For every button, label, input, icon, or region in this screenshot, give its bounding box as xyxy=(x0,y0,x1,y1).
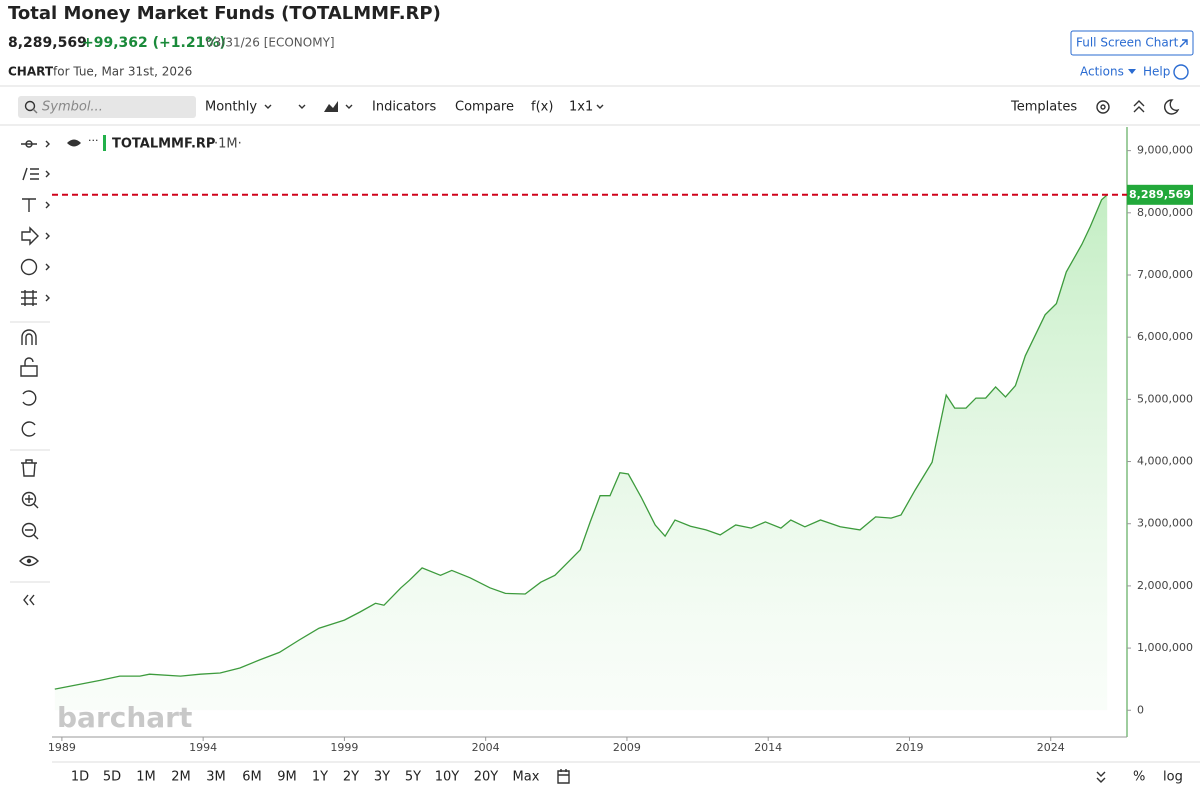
scroll-end[interactable] xyxy=(1096,771,1106,783)
y-tick-label: 3,000,000 xyxy=(1137,517,1193,530)
range-button[interactable]: 3M xyxy=(206,770,226,785)
lock-tool[interactable] xyxy=(20,357,38,377)
y-tick-label: 7,000,000 xyxy=(1137,268,1193,281)
dark-mode-icon[interactable] xyxy=(1164,99,1180,115)
range-button[interactable]: 5D xyxy=(103,770,121,785)
y-tick-label: 0 xyxy=(1137,703,1144,716)
page-title: Total Money Market Funds (TOTALMMF.RP) xyxy=(8,3,441,24)
y-tick-label: 6,000,000 xyxy=(1137,330,1193,343)
range-button[interactable]: 3Y xyxy=(374,770,390,785)
range-buttons: 1D 5D 1M 2M 3M 6M 9M 1Y 2Y 3Y 5Y 10Y 20Y Max xyxy=(71,770,540,785)
text-tool[interactable] xyxy=(22,198,36,212)
last-value: 8,289,569 xyxy=(8,35,87,51)
indicators-button[interactable]: Indicators xyxy=(372,100,436,115)
range-button[interactable]: 20Y xyxy=(474,770,499,785)
visibility-pupil[interactable] xyxy=(26,558,32,564)
x-tick-label: 2019 xyxy=(895,741,923,754)
x-tick-label: 1999 xyxy=(330,741,358,754)
range-button[interactable]: 9M xyxy=(277,770,297,785)
tool-chevrons[interactable] xyxy=(45,140,50,302)
fx-button[interactable]: f(x) xyxy=(531,100,553,115)
range-button[interactable]: 1D xyxy=(71,770,89,785)
x-tick-label: 2014 xyxy=(754,741,782,754)
range-button[interactable]: 1M xyxy=(136,770,156,785)
x-tick-label: 1994 xyxy=(189,741,217,754)
range-button[interactable]: 5Y xyxy=(405,770,421,785)
fib-tool[interactable] xyxy=(22,167,39,181)
y-tick-label: 9,000,000 xyxy=(1137,144,1193,157)
y-tick-label: 1,000,000 xyxy=(1137,641,1193,654)
legend-eye[interactable] xyxy=(67,139,81,147)
symbol-placeholder[interactable]: Symbol... xyxy=(42,100,103,115)
chart-date: for Tue, Mar 31st, 2026 xyxy=(53,65,192,79)
zoom-out-lines[interactable] xyxy=(25,529,39,540)
y-tick-label: 5,000,000 xyxy=(1137,392,1193,405)
full-screen-label[interactable]: Full Screen Chart xyxy=(1076,36,1179,50)
x-tick-label: 1989 xyxy=(48,741,76,754)
area-fill xyxy=(54,194,1108,711)
y-tick-label: 2,000,000 xyxy=(1137,579,1193,592)
range-button[interactable]: Max xyxy=(513,770,540,785)
y-tick-label: 8,000,000 xyxy=(1137,206,1193,219)
watermark: barchart xyxy=(57,701,192,734)
layout-select[interactable]: 1x1 xyxy=(569,100,593,115)
settings-icon[interactable] xyxy=(1096,100,1110,114)
collapse-tools[interactable] xyxy=(23,594,35,606)
log-toggle[interactable]: log xyxy=(1163,770,1183,785)
line-tool[interactable] xyxy=(21,140,37,148)
x-tick-label: 2024 xyxy=(1037,741,1065,754)
x-tick-label: 2004 xyxy=(472,741,500,754)
legend-swatch xyxy=(103,135,106,151)
plot: 0 1,000,000 2,000,000 3,000,000 4,000,000 5,0… xyxy=(48,144,1193,754)
redo[interactable] xyxy=(21,421,36,437)
measure-tool[interactable] xyxy=(21,290,37,306)
templates-button[interactable]: Templates xyxy=(1010,100,1077,115)
last-value-label: 8,289,569 xyxy=(1129,188,1191,201)
full-screen-button[interactable]: Full Screen Chart xyxy=(1070,30,1194,56)
chart-label: CHART xyxy=(8,65,54,79)
compare-button[interactable]: Compare xyxy=(455,100,514,115)
shape-tool[interactable] xyxy=(21,226,39,246)
zoom-in[interactable] xyxy=(21,491,37,507)
range-button[interactable]: 6M xyxy=(242,770,262,785)
series-line xyxy=(54,194,1108,690)
drawing-tools xyxy=(10,140,50,606)
range-button[interactable]: 10Y xyxy=(435,770,460,785)
legend-interval: ·1M· xyxy=(214,137,242,152)
actions-menu[interactable]: Actions xyxy=(1080,65,1124,79)
range-button[interactable]: 1Y xyxy=(312,770,328,785)
chart-type-icon[interactable] xyxy=(324,101,338,112)
percent-toggle[interactable]: % xyxy=(1133,770,1145,785)
dropdown-chevrons[interactable] xyxy=(264,104,604,109)
help-icon[interactable] xyxy=(1173,64,1189,80)
legend-more[interactable]: ··· xyxy=(88,134,99,147)
visibility-tool[interactable] xyxy=(19,555,39,567)
undo[interactable] xyxy=(22,390,37,406)
x-tick-label: 2009 xyxy=(613,741,641,754)
last-value-badge xyxy=(1127,184,1193,205)
zoom-out[interactable] xyxy=(21,522,37,538)
range-button[interactable]: 2Y xyxy=(343,770,359,785)
range-button[interactable]: 2M xyxy=(171,770,191,785)
legend-symbol: TOTALMMF.RP xyxy=(112,137,215,152)
symbol-search[interactable]: Symbol... xyxy=(18,96,196,118)
magnet-tool[interactable] xyxy=(21,329,37,345)
help-link[interactable]: Help xyxy=(1143,65,1170,79)
count-tool[interactable] xyxy=(20,258,38,276)
settings-icon-center[interactable] xyxy=(1100,104,1106,110)
expand-icon xyxy=(1179,39,1188,48)
y-tick-label: 4,000,000 xyxy=(1137,455,1193,468)
change: +99,362 (+1.21%) xyxy=(82,35,226,51)
period-select[interactable]: Monthly xyxy=(205,100,257,115)
delete-tool[interactable] xyxy=(21,459,37,477)
actions-caret[interactable] xyxy=(1128,69,1136,74)
calendar-icon[interactable] xyxy=(557,769,570,784)
zoom-in-lines[interactable] xyxy=(25,495,39,509)
date: 03/31/26 [ECONOMY] xyxy=(206,36,335,50)
collapse-icon[interactable] xyxy=(1133,100,1145,113)
